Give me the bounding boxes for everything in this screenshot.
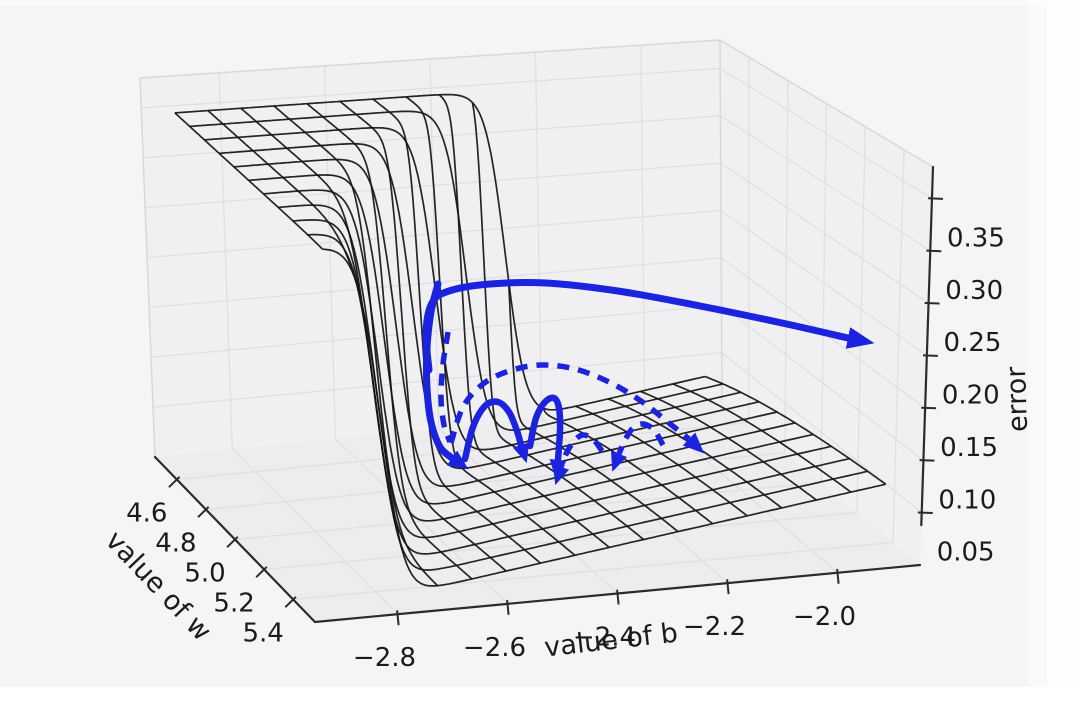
dashed-return-hop-1-head: [611, 451, 627, 472]
z-tick-label: 0.20: [942, 381, 1000, 411]
b-tick-label: −2.2: [683, 612, 746, 642]
dashed-return-hop-2: [558, 432, 605, 469]
w-tick-label: 5.2: [213, 589, 254, 619]
dashed-return-hop-2-head: [552, 464, 570, 486]
w-tick-label: 4.8: [155, 529, 196, 559]
z-tick-label: 0.05: [937, 538, 995, 568]
b-tick-label: −2.8: [353, 643, 416, 673]
escape-arrow-head: [845, 327, 875, 349]
dashed-overshoot-arc-head: [682, 432, 705, 454]
b-tick-label: −2.4: [573, 623, 636, 653]
b-axis-title: value of b: [543, 618, 680, 664]
z-tick-label: 0.30: [945, 276, 1003, 306]
b-tick-label: −2.0: [793, 602, 856, 632]
w-tick-label: 5.4: [243, 619, 284, 649]
escape-arrow: [422, 278, 852, 374]
pane-group: [140, 40, 933, 622]
z-axis-title: error: [1001, 365, 1034, 432]
b-tick-label: −2.6: [463, 633, 526, 663]
z-tick-label: 0.35: [947, 223, 1005, 253]
bounce-arrow-2: [526, 394, 564, 464]
trajectory-arrows: [422, 278, 875, 486]
w-tick-label: 5.0: [184, 559, 225, 589]
w-tick-label: 4.6: [126, 499, 167, 529]
pane-gridlines: [139, 39, 934, 615]
bounce-arrow-1-head: [512, 442, 530, 464]
z-tick-label: 0.10: [938, 485, 996, 515]
bounce-arrow-1: [461, 398, 525, 463]
z-tick-label: 0.25: [944, 328, 1002, 358]
dashed-descent: [438, 331, 453, 443]
descent-arrow-head: [446, 450, 469, 470]
dashed-overshoot-arc: [448, 362, 691, 444]
z-tick-label: 0.15: [940, 433, 998, 463]
